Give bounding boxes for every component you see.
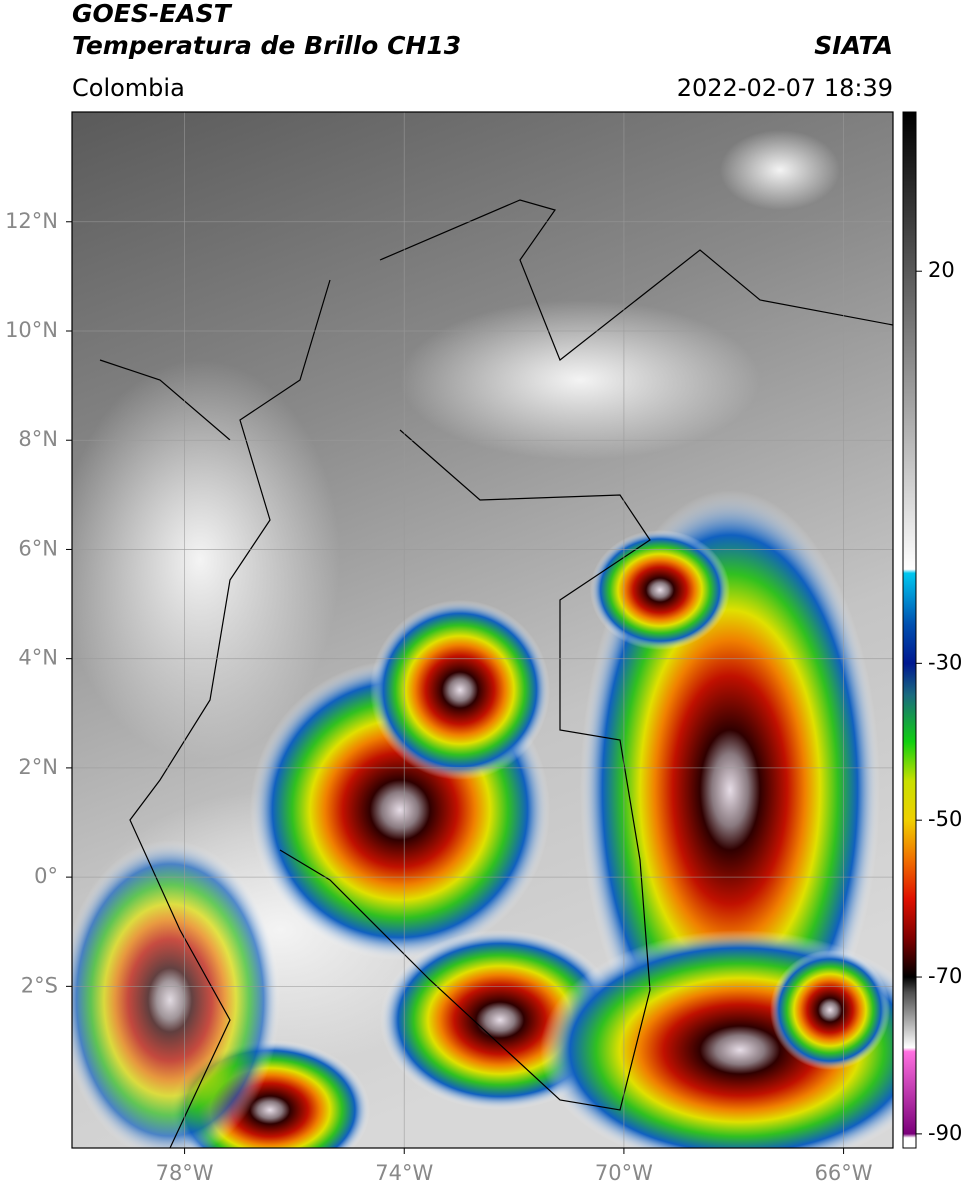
y-tick-label: 8°N (18, 427, 58, 451)
y-tick-label: 4°N (18, 646, 58, 670)
storm (72, 840, 280, 1148)
grid (72, 112, 893, 1148)
y-tick-label: 10°N (5, 318, 58, 342)
storm (540, 930, 893, 1148)
colorbar-tick-label: -90 (928, 1121, 962, 1145)
y-tick-label: 12°N (5, 209, 58, 233)
colorbar-tick-label: -30 (928, 650, 962, 674)
y-tick-label: 2°N (18, 755, 58, 779)
y-tick-label: 0° (34, 864, 58, 888)
subtitle: Temperatura de Brillo CH13 (72, 31, 461, 60)
storm (590, 530, 730, 650)
cloud (720, 130, 840, 210)
storm (770, 950, 890, 1070)
y-tick-label: 2°S (21, 973, 58, 997)
borders (99, 199, 893, 1148)
title: GOES-EAST (72, 0, 233, 28)
y-tick-label: 6°N (18, 536, 58, 560)
colorbar-tick-label: -70 (928, 964, 962, 988)
x-tick-label: 78°W (156, 1161, 214, 1185)
x-tick-label: 74°W (375, 1161, 433, 1185)
map-frame (71, 111, 894, 1149)
source: SIATA (814, 31, 893, 60)
x-tick-label: 66°W (815, 1161, 873, 1185)
cloud (72, 360, 340, 760)
colorbar-tick-label: 20 (928, 258, 955, 282)
colorbar-tick-label: -50 (928, 807, 962, 831)
storm (370, 600, 550, 780)
x-tick-label: 70°W (595, 1161, 653, 1185)
region: Colombia (72, 74, 185, 102)
cloud (400, 300, 760, 460)
colorbar (902, 111, 917, 1149)
datetime: 2022-02-07 18:39 (677, 74, 893, 102)
imagery (72, 112, 893, 1148)
